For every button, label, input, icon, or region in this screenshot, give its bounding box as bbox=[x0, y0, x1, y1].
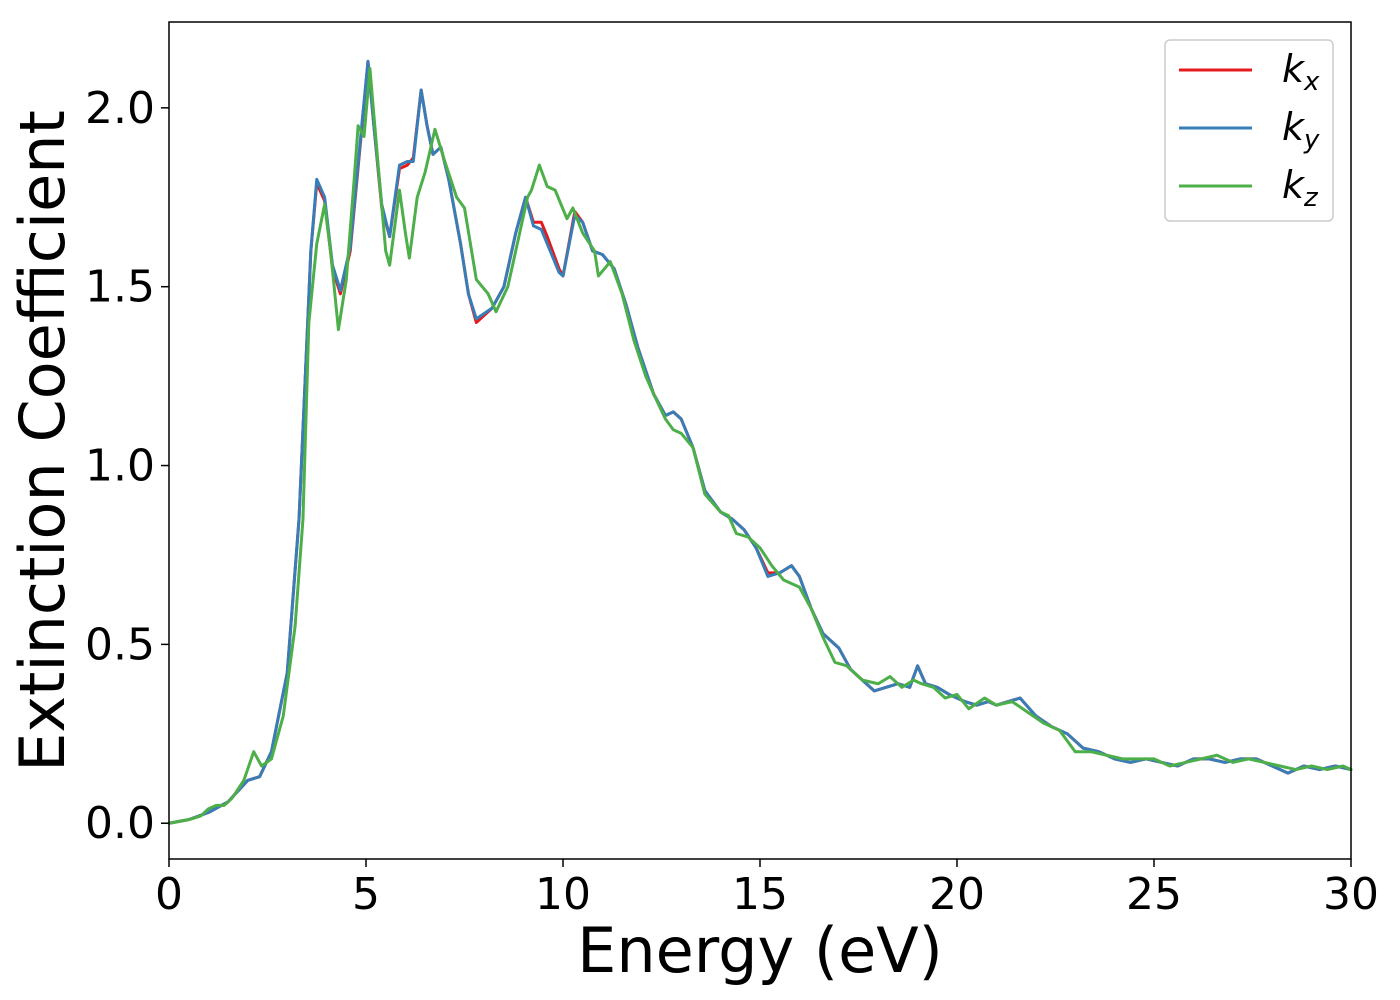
x-tick-label: 15 bbox=[732, 869, 788, 920]
x-axis-ticks: 0 5 10 15 20 25 30 bbox=[155, 859, 1379, 920]
y-tick-label: 0.5 bbox=[85, 619, 155, 670]
legend-label-z: kz bbox=[1282, 163, 1319, 213]
x-tick-label: 0 bbox=[155, 869, 183, 920]
legend-label-x: kx bbox=[1282, 47, 1320, 97]
y-tick-label: 2.0 bbox=[85, 83, 155, 134]
y-tick-label: 1.0 bbox=[85, 441, 155, 492]
x-tick-label: 30 bbox=[1323, 869, 1379, 920]
y-tick-label: 1.5 bbox=[85, 262, 155, 313]
y-axis-ticks: 0.0 0.5 1.0 1.5 2.0 bbox=[85, 83, 169, 849]
x-tick-label: 5 bbox=[352, 869, 380, 920]
x-axis-label: Energy (eV) bbox=[577, 914, 943, 987]
series-line-k-z bbox=[167, 67, 1353, 825]
x-tick-label: 20 bbox=[929, 869, 985, 920]
plot-lines bbox=[167, 59, 1353, 825]
y-axis-label: Extinction Coefficient bbox=[6, 110, 79, 772]
y-tick-label: 0.0 bbox=[85, 798, 155, 849]
x-tick-label: 25 bbox=[1126, 869, 1182, 920]
x-tick-label: 10 bbox=[535, 869, 591, 920]
legend: kx ky kz bbox=[1164, 39, 1334, 222]
legend-label-y: ky bbox=[1282, 105, 1320, 155]
legend-box bbox=[1164, 39, 1334, 222]
